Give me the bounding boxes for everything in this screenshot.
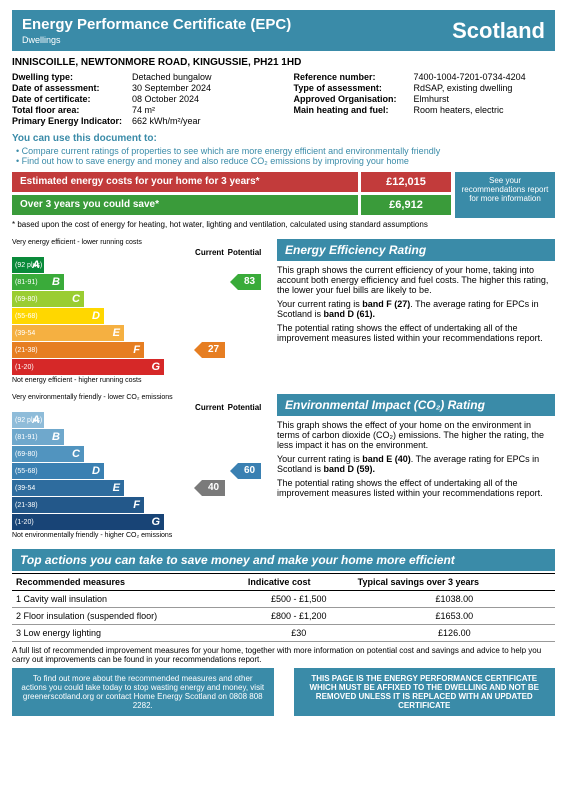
eir-text: This graph shows the effect of your home… bbox=[277, 420, 555, 498]
eer-graph: (92 plus)A(81-91)B83(69-80)C(55-68)D(39-… bbox=[12, 257, 267, 375]
eir-col-current: Current bbox=[192, 403, 227, 412]
band-letter: C bbox=[72, 448, 80, 460]
eir-caption-top: Very environmentally friendly - lower CO… bbox=[12, 394, 267, 401]
band-range: (1-20) bbox=[12, 364, 34, 371]
detail-value: Detached bungalow bbox=[132, 72, 212, 82]
detail-label: Main heating and fuel: bbox=[294, 105, 414, 115]
eer-col-potential: Potential bbox=[227, 248, 262, 257]
bottom-info-right: THIS PAGE IS THE ENERGY PERFORMANCE CERT… bbox=[294, 668, 556, 716]
table-row: 2 Floor insulation (suspended floor)£800… bbox=[12, 608, 555, 625]
detail-value: Elmhurst bbox=[414, 94, 450, 104]
eir-caption-bot: Not environmentally friendly - higher CO… bbox=[12, 532, 267, 539]
detail-label: Type of assessment: bbox=[294, 83, 414, 93]
country: Scotland bbox=[452, 18, 545, 44]
band-letter: F bbox=[133, 499, 140, 511]
usage-heading: You can use this document to: bbox=[12, 133, 555, 144]
usage-bullet: Find out how to save energy and money an… bbox=[16, 156, 555, 166]
detail-value: 7400-1004-7201-0734-4204 bbox=[414, 72, 526, 82]
eer-caption-top: Very energy efficient - lower running co… bbox=[12, 239, 267, 246]
eir-graph: (92 plus)A(81-91)B(69-80)C(55-68)D60(39-… bbox=[12, 412, 267, 530]
bottom-info-left: To find out more about the recommended m… bbox=[12, 668, 274, 716]
cost-footnote: * based upon the cost of energy for heat… bbox=[12, 220, 555, 229]
detail-value: 08 October 2024 bbox=[132, 94, 199, 104]
detail-label: Approved Organisation: bbox=[294, 94, 414, 104]
actions-col-measure: Recommended measures bbox=[12, 574, 244, 591]
band-letter: G bbox=[151, 361, 160, 373]
estimated-cost-value: £12,015 bbox=[361, 172, 451, 192]
doc-subtitle: Dwellings bbox=[22, 35, 291, 45]
detail-label: Total floor area: bbox=[12, 105, 132, 115]
table-row: 1 Cavity wall insulation£500 - £1,500£10… bbox=[12, 591, 555, 608]
band-letter: A bbox=[32, 259, 40, 271]
actions-note: A full list of recommended improvement m… bbox=[12, 646, 555, 664]
savings-label: Over 3 years you could save* bbox=[12, 195, 358, 215]
band-range: (81-91) bbox=[12, 434, 38, 441]
band-range: (39-54 bbox=[12, 330, 35, 337]
detail-value: 662 kWh/m²/year bbox=[132, 116, 201, 126]
band-range: (69-80) bbox=[12, 451, 38, 458]
eer-caption-bot: Not energy efficient - higher running co… bbox=[12, 377, 267, 384]
band-range: (1-20) bbox=[12, 519, 34, 526]
eir-title: Environmental Impact (CO₂) Rating bbox=[277, 394, 555, 416]
current-rating-arrow: 27 bbox=[202, 342, 225, 358]
detail-label: Dwelling type: bbox=[12, 72, 132, 82]
detail-value: RdSAP, existing dwelling bbox=[414, 83, 513, 93]
doc-title: Energy Performance Certificate (EPC) bbox=[22, 16, 291, 33]
band-range: (81-91) bbox=[12, 279, 38, 286]
detail-label: Date of certificate: bbox=[12, 94, 132, 104]
property-details: Dwelling type:Detached bungalowDate of a… bbox=[12, 72, 555, 127]
band-letter: A bbox=[32, 414, 40, 426]
detail-label: Primary Energy Indicator: bbox=[12, 116, 132, 126]
band-letter: E bbox=[113, 482, 120, 494]
detail-value: 74 m² bbox=[132, 105, 155, 115]
current-rating-arrow: 40 bbox=[202, 480, 225, 496]
actions-col-cost: Indicative cost bbox=[244, 574, 354, 591]
band-letter: B bbox=[52, 276, 60, 288]
detail-value: Room heaters, electric bbox=[414, 105, 504, 115]
recommendations-box: See your recommendations report for more… bbox=[455, 172, 555, 218]
usage-bullet: Compare current ratings of properties to… bbox=[16, 146, 555, 156]
potential-rating-arrow: 60 bbox=[238, 463, 261, 479]
eer-text: This graph shows the current efficiency … bbox=[277, 265, 555, 343]
detail-label: Date of assessment: bbox=[12, 83, 132, 93]
band-range: (55-68) bbox=[12, 313, 38, 320]
band-letter: D bbox=[92, 310, 100, 322]
savings-value: £6,912 bbox=[361, 195, 451, 215]
potential-rating-arrow: 83 bbox=[238, 274, 261, 290]
actions-heading: Top actions you can take to save money a… bbox=[12, 549, 555, 571]
band-range: (21-38) bbox=[12, 347, 38, 354]
band-range: (69-80) bbox=[12, 296, 38, 303]
table-row: 3 Low energy lighting£30£126.00 bbox=[12, 625, 555, 642]
detail-label: Reference number: bbox=[294, 72, 414, 82]
actions-table: Recommended measures Indicative cost Typ… bbox=[12, 573, 555, 642]
band-range: (21-38) bbox=[12, 502, 38, 509]
band-letter: C bbox=[72, 293, 80, 305]
actions-col-savings: Typical savings over 3 years bbox=[354, 574, 555, 591]
estimated-cost-label: Estimated energy costs for your home for… bbox=[12, 172, 358, 192]
address: INNISCOILLE, NEWTONMORE ROAD, KINGUSSIE,… bbox=[12, 57, 555, 68]
eer-col-current: Current bbox=[192, 248, 227, 257]
detail-value: 30 September 2024 bbox=[132, 83, 211, 93]
band-letter: G bbox=[151, 516, 160, 528]
band-letter: B bbox=[52, 431, 60, 443]
eer-title: Energy Efficiency Rating bbox=[277, 239, 555, 261]
band-letter: E bbox=[113, 327, 120, 339]
band-letter: D bbox=[92, 465, 100, 477]
eir-col-potential: Potential bbox=[227, 403, 262, 412]
band-range: (39-54 bbox=[12, 485, 35, 492]
band-letter: F bbox=[133, 344, 140, 356]
band-range: (55-68) bbox=[12, 468, 38, 475]
header: Energy Performance Certificate (EPC) Dwe… bbox=[12, 10, 555, 51]
